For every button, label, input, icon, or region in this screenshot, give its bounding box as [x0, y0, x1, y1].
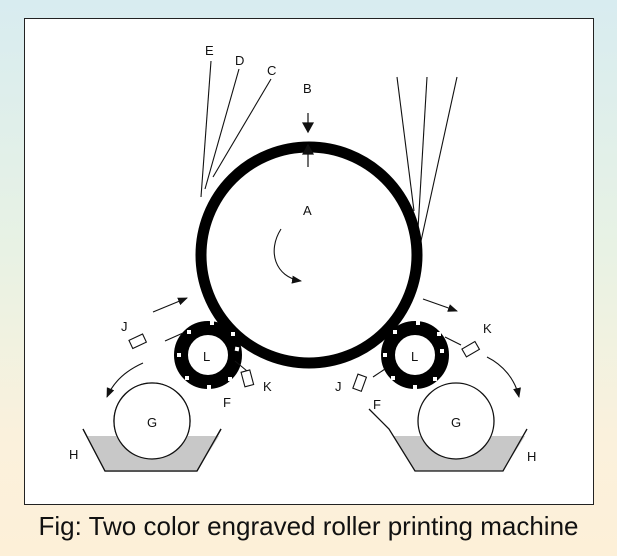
main-cylinder: [195, 141, 423, 369]
lint-doctor-left: [234, 360, 255, 388]
colour-trough-right: [368, 408, 528, 472]
label-d: D: [235, 53, 244, 68]
label-f-left: F: [223, 395, 231, 410]
label-k-left: K: [263, 379, 272, 394]
feed-arrow-left: [152, 297, 188, 313]
label-b: B: [303, 81, 312, 96]
engraving-notches-left: [177, 321, 240, 389]
furnisher-roller-right: [417, 382, 495, 460]
doctor-blade-right: [352, 368, 386, 392]
doctor-blade-left: [128, 332, 184, 350]
lint-doctor-right: [444, 336, 481, 358]
engraved-roller-right: [381, 321, 449, 389]
label-f-right: F: [373, 397, 381, 412]
label-k-right: K: [483, 321, 492, 336]
feed-arrow-right: [422, 298, 458, 312]
label-c: C: [267, 63, 276, 78]
label-l-right: L: [411, 349, 418, 364]
rotation-arrow: [273, 228, 302, 284]
fabric-lines-right: [396, 76, 458, 242]
rotation-arrow-left: [106, 362, 144, 398]
label-l-left: L: [203, 349, 210, 364]
label-j-left: J: [121, 319, 128, 334]
thickness-indicator-b: [301, 113, 315, 167]
label-g-left: G: [147, 415, 157, 430]
fabric-lines-left: [200, 60, 272, 198]
figure-caption: Fig: Two color engraved roller printing …: [38, 511, 579, 541]
label-e: E: [205, 43, 214, 58]
label-a: A: [303, 203, 312, 218]
diagram-frame: E D C B A J L K F G H K L J F G H: [24, 18, 594, 505]
label-j-right: J: [335, 379, 342, 394]
rotation-arrow-right: [486, 356, 521, 398]
engraving-notches-right: [383, 321, 444, 389]
label-g-right: G: [451, 415, 461, 430]
label-h-right: H: [527, 449, 536, 464]
label-h-left: H: [69, 447, 78, 462]
printing-machine-diagram: E D C B A J L K F G H K L J F G H: [69, 43, 536, 472]
